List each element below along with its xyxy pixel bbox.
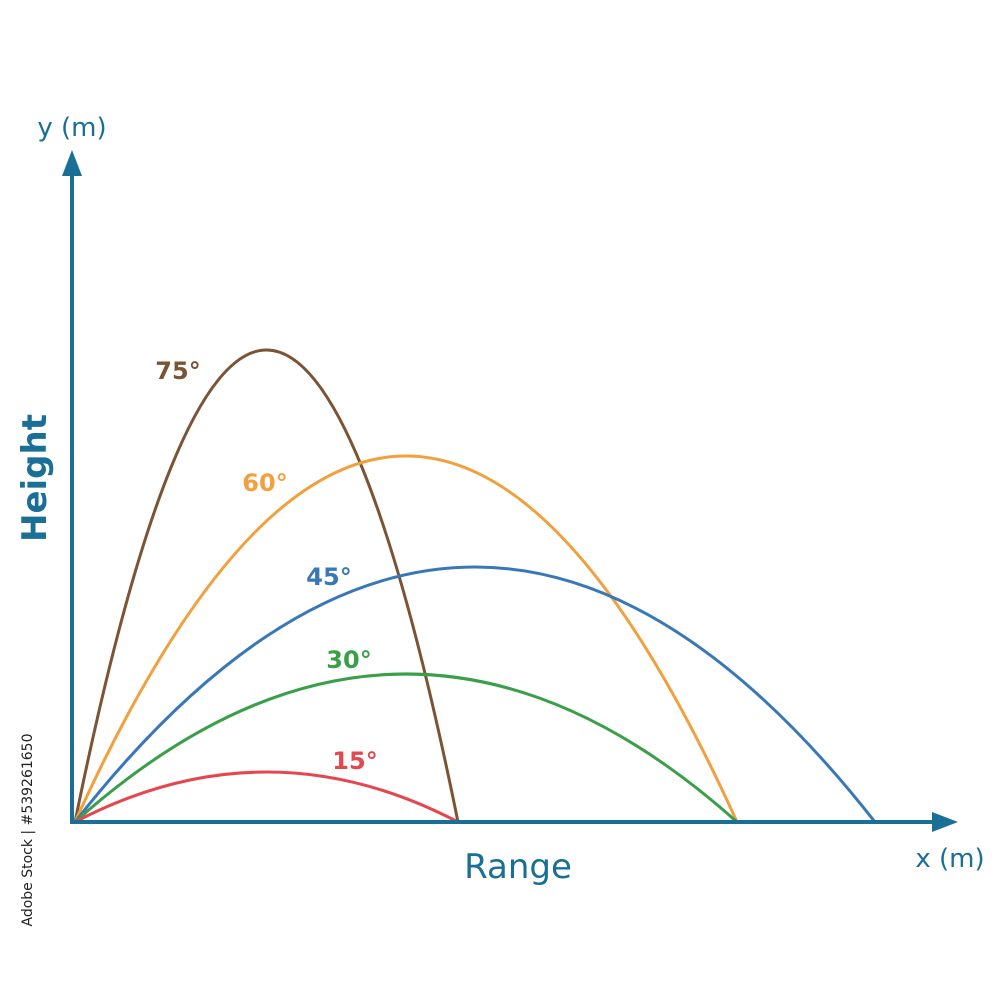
label-45-degrees: 45° (306, 563, 351, 591)
trajectory-45-degrees (73, 565, 877, 823)
vertical-title: Height (15, 414, 55, 542)
x-axis-arrow-icon (932, 812, 958, 832)
y-axis-arrow-icon (62, 150, 82, 176)
trajectory-60-degrees (73, 454, 739, 823)
label-15-degrees: 15° (332, 747, 377, 775)
trajectory-75-degrees (73, 348, 460, 823)
trajectory-30-degrees (74, 672, 738, 824)
horizontal-title: Range (464, 847, 572, 887)
trajectory-curves (73, 348, 877, 824)
y-axis-label: y (m) (37, 113, 106, 143)
label-60-degrees: 60° (242, 469, 287, 497)
stock-id-text: Adobe Stock | #539261650 (20, 734, 36, 927)
trajectory-15-degrees (74, 770, 459, 824)
x-axis-label: x (m) (915, 844, 984, 874)
label-75-degrees: 75° (155, 357, 200, 385)
label-30-degrees: 30° (326, 646, 371, 674)
